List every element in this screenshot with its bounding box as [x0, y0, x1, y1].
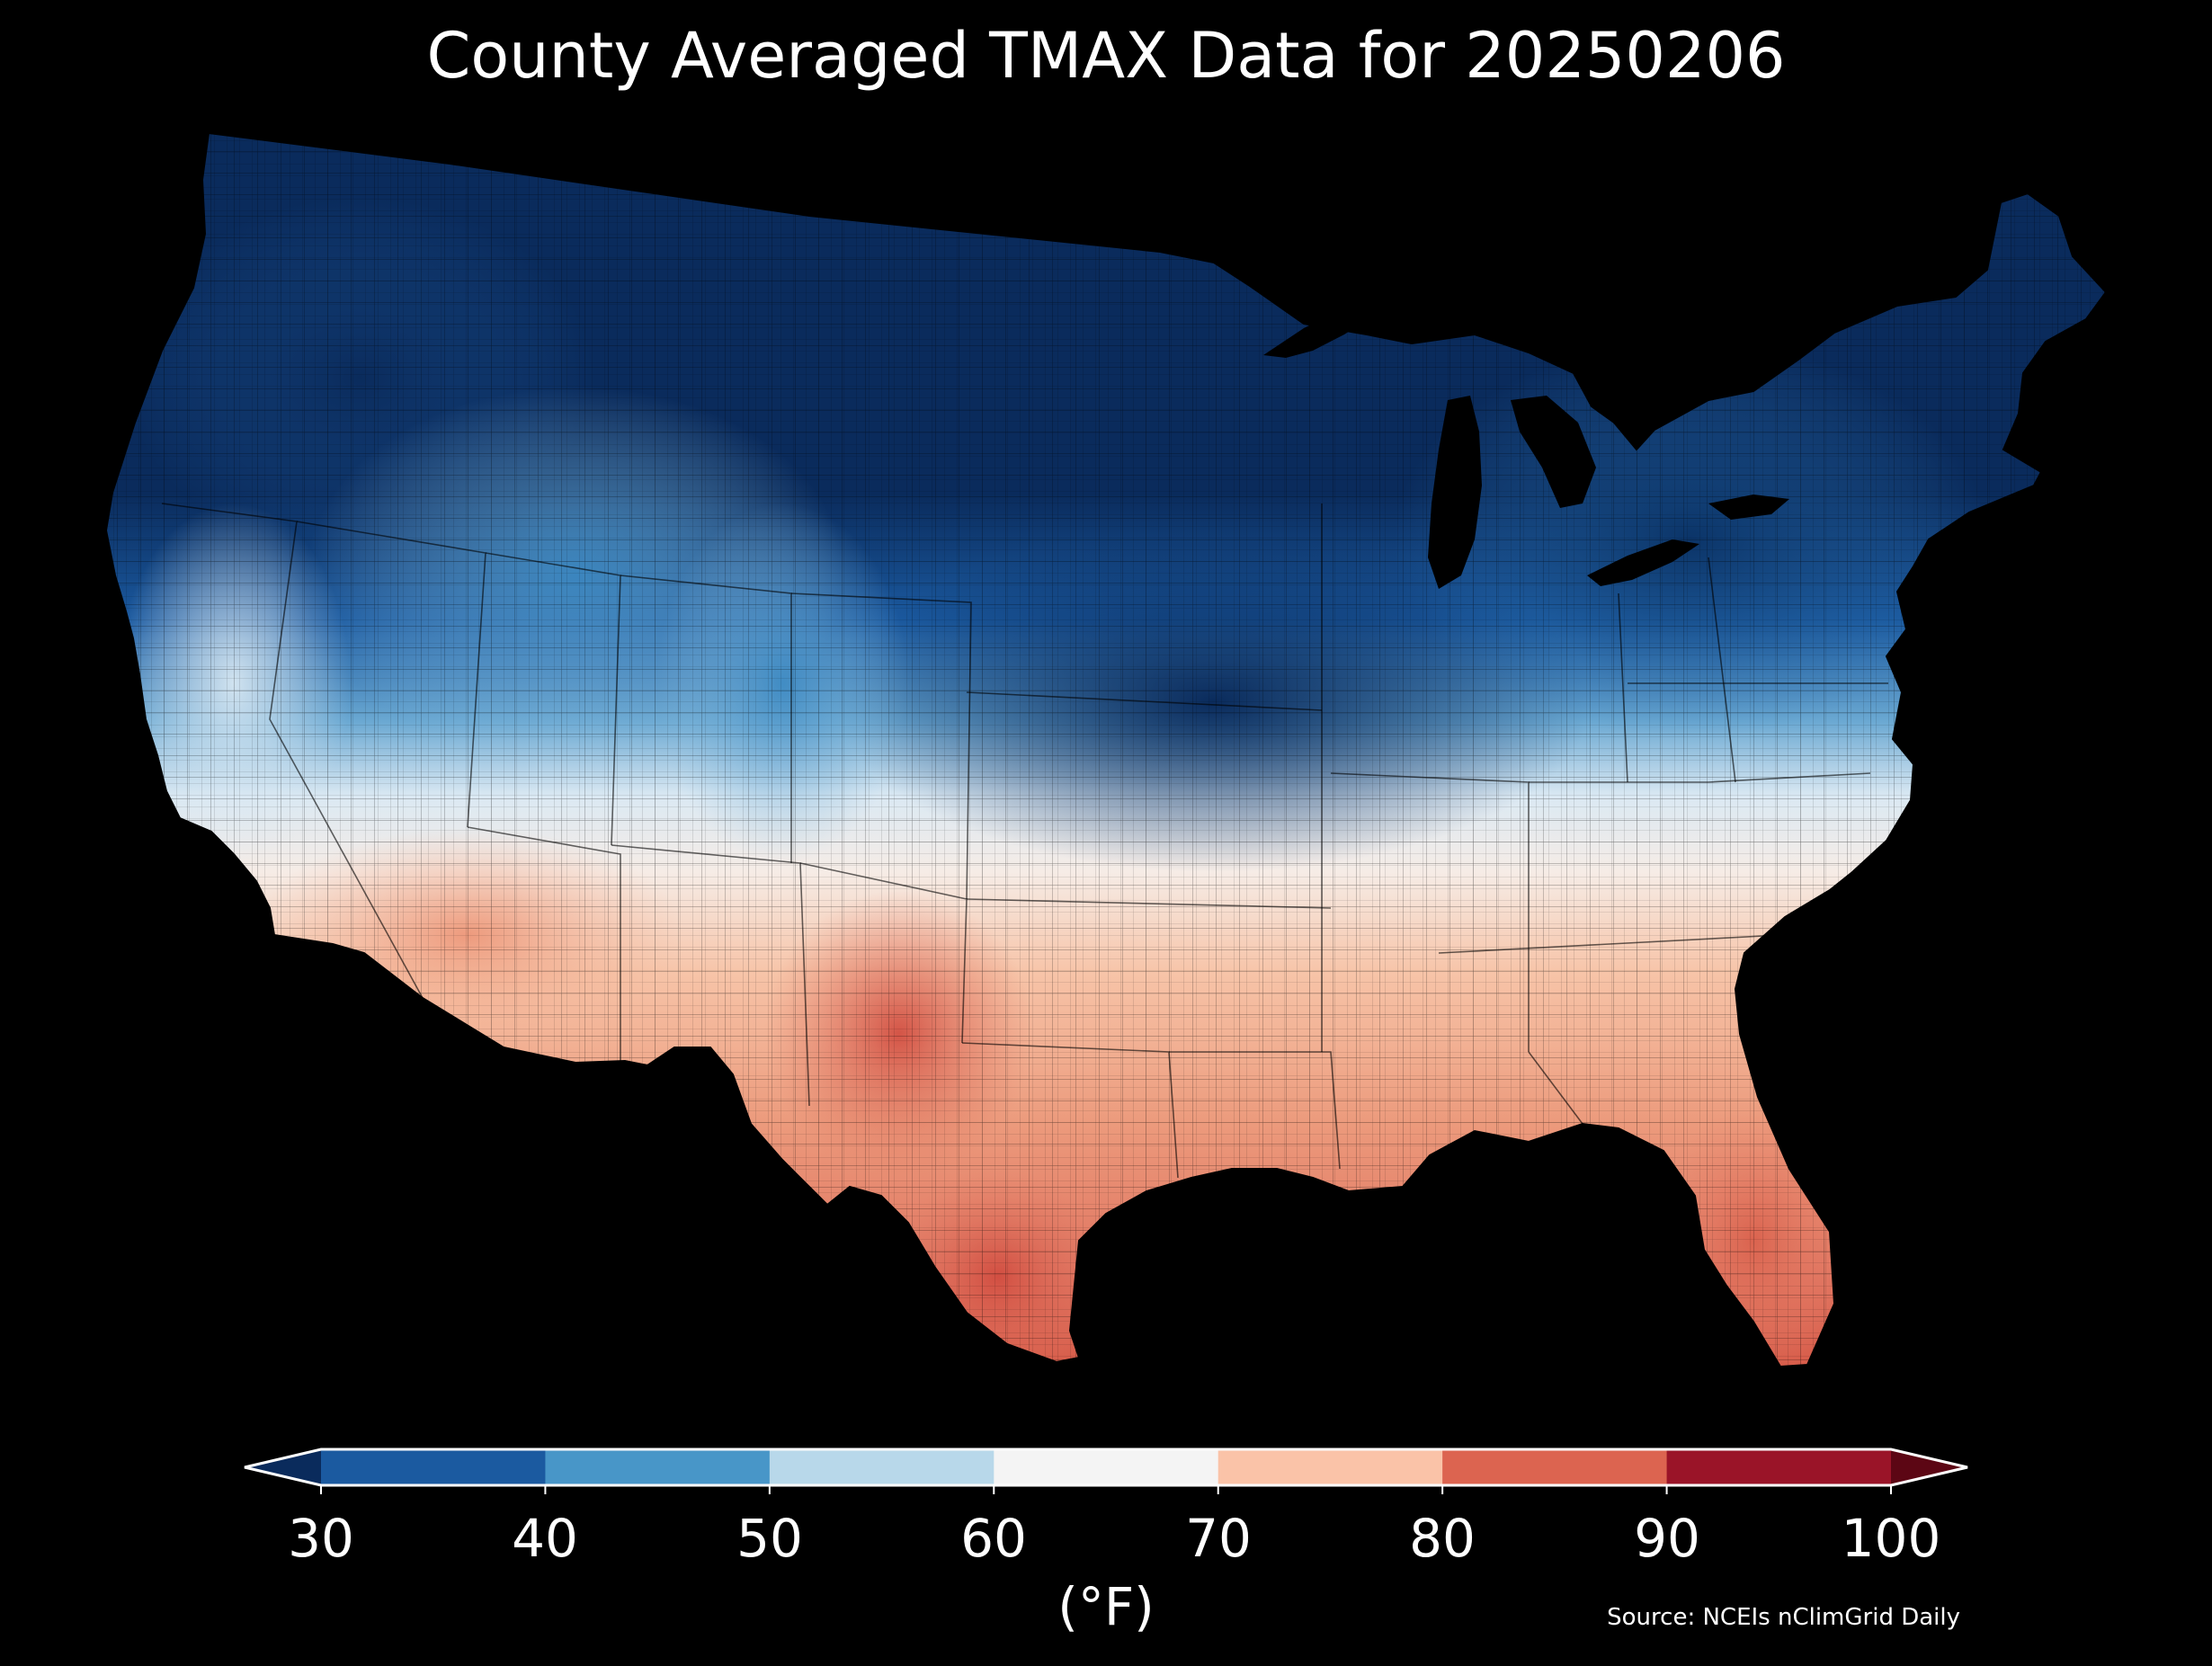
tick-label-70: 70: [1185, 1508, 1252, 1569]
lake-huron: [1511, 396, 1596, 508]
colorbar-bin: [994, 1449, 1219, 1485]
us-outline: [104, 131, 2108, 1368]
colorbar-over-arrow: [1891, 1449, 1967, 1485]
tick-label-80: 80: [1409, 1508, 1476, 1569]
tick-label-30: 30: [288, 1508, 354, 1569]
lake-michigan: [1428, 396, 1482, 589]
colorbar-unit-label: (°F): [1057, 1576, 1155, 1637]
lake-erie: [1587, 539, 1699, 586]
colorbar-bin: [1442, 1449, 1668, 1485]
lake-superior: [1263, 288, 1403, 358]
source-note: Source: NCEIs nClimGrid Daily: [1607, 1604, 1960, 1631]
colorbar-bin: [321, 1449, 547, 1485]
tick-label-50: 50: [736, 1508, 803, 1569]
tick-label-40: 40: [512, 1508, 578, 1569]
great-lakes: [1263, 288, 1789, 589]
colorbar-under-arrow: [245, 1449, 321, 1485]
colorbar-bin: [1666, 1449, 1892, 1485]
colorbar-bin: [769, 1449, 995, 1485]
tick-label-60: 60: [960, 1508, 1027, 1569]
tick-label-100: 100: [1841, 1508, 1941, 1569]
state-borders: [161, 503, 1888, 1179]
tick-label-90: 90: [1634, 1508, 1700, 1569]
colorbar-bin: [545, 1449, 771, 1485]
lake-ontario: [1708, 494, 1789, 520]
map-title: County Averaged TMAX Data for 20250206: [426, 19, 1786, 93]
colorbar-bin: [1217, 1449, 1443, 1485]
